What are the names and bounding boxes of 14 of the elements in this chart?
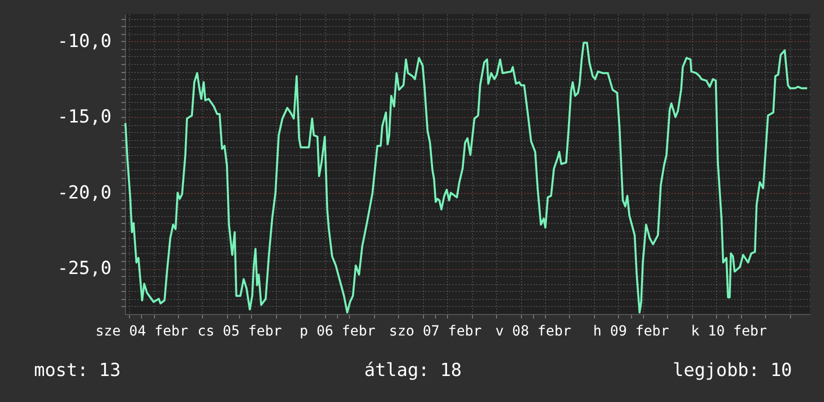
- text: most: 13: [34, 360, 121, 381]
- x-tick-label: sze 04 febr: [95, 324, 188, 340]
- x-tick-label: p 06 febr: [300, 324, 376, 340]
- y-tick-label: -10,0: [57, 30, 112, 52]
- x-tick-label: szo 07 febr: [389, 324, 482, 340]
- y-tick-label: -20,0: [57, 182, 112, 204]
- x-tick-label: h 09 febr: [593, 324, 670, 340]
- x-tick-label: k 10 febr: [691, 324, 767, 340]
- text: átlag: 18: [364, 360, 462, 381]
- y-tick-label: -25,0: [57, 258, 112, 280]
- x-tick-label: cs 05 febr: [198, 324, 282, 340]
- x-tick-label: v 08 febr: [495, 324, 572, 340]
- text: legjobb: 10: [672, 360, 792, 381]
- y-tick-label: -15,0: [57, 106, 112, 128]
